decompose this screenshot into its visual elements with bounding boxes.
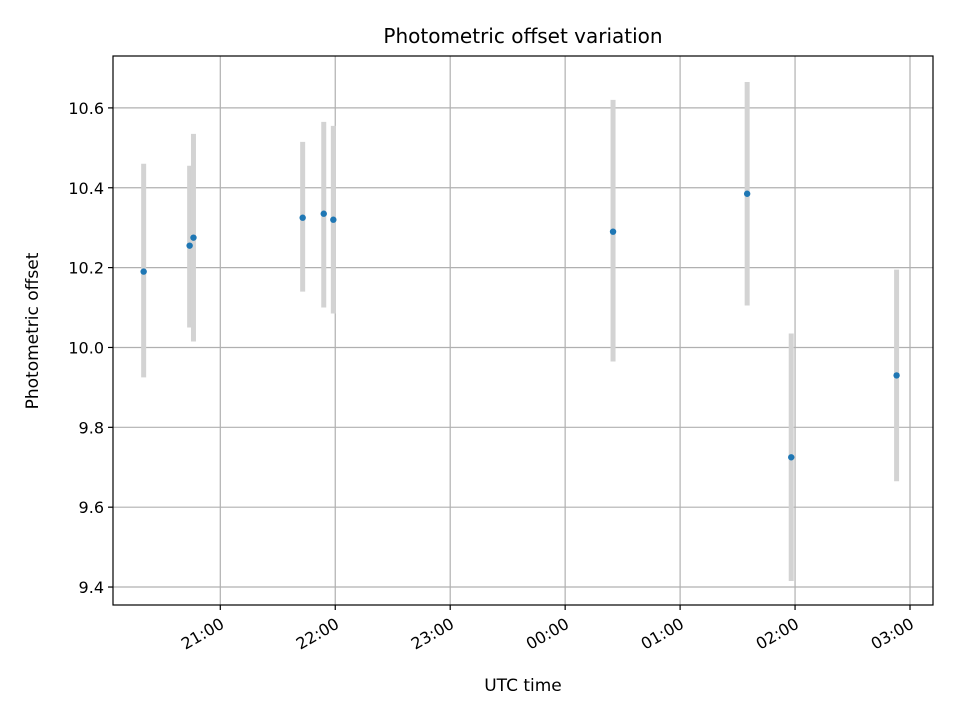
data-points [140, 190, 900, 461]
data-point [299, 214, 306, 221]
data-point [320, 210, 327, 217]
data-point [330, 216, 337, 223]
grid-lines [113, 56, 933, 605]
data-point [186, 242, 193, 249]
x-axis-label: UTC time [484, 676, 562, 696]
y-axis-label: Photometric offset [23, 252, 43, 409]
y-tick-label: 10.0 [68, 338, 104, 357]
data-point [788, 454, 795, 461]
data-point [140, 268, 147, 275]
y-tick-label: 10.2 [68, 259, 104, 278]
chart-title: Photometric offset variation [383, 24, 662, 48]
y-tick-label: 9.6 [79, 498, 104, 517]
data-point [190, 234, 197, 241]
plot-frame [112, 55, 934, 606]
data-point [893, 372, 900, 379]
y-tick-label: 9.8 [79, 418, 104, 437]
y-tick-label: 10.4 [68, 179, 104, 198]
data-point [743, 190, 751, 197]
data-point [609, 228, 617, 235]
y-tick-label: 10.6 [68, 99, 104, 118]
y-tick-label: 9.4 [79, 578, 104, 597]
y-axis-ticks: 9.4 9.6 9.8 10.0 10.2 10.4 10.6 [68, 99, 113, 597]
